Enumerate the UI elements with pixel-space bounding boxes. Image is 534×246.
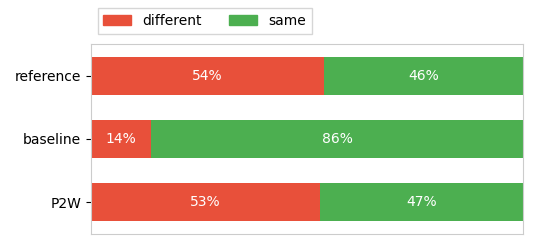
Text: 14%: 14%	[106, 132, 136, 146]
Bar	[324, 57, 523, 95]
Bar	[91, 120, 151, 158]
Text: 47%: 47%	[406, 195, 437, 209]
Text: 46%: 46%	[409, 69, 439, 83]
Bar	[320, 183, 523, 221]
Text: 86%: 86%	[322, 132, 353, 146]
Legend: different, same: different, same	[98, 8, 312, 33]
Text: 53%: 53%	[190, 195, 221, 209]
Text: 54%: 54%	[192, 69, 223, 83]
Bar	[91, 57, 324, 95]
Bar	[151, 120, 523, 158]
Bar	[91, 183, 320, 221]
